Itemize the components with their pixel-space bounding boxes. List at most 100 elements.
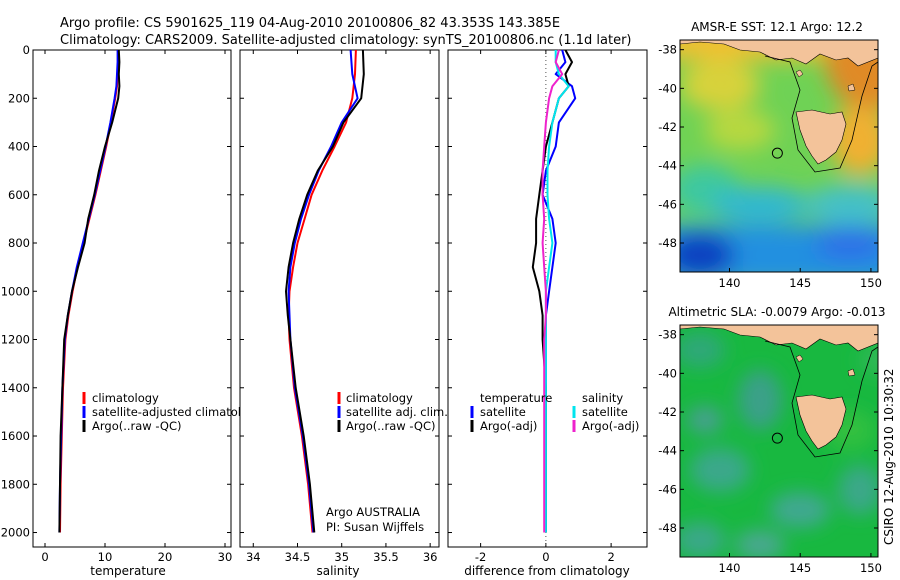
temperature-series-group — [58, 49, 121, 533]
temperature-plot-frame — [32, 49, 232, 548]
legend-label-sal-argo: Argo(-adj) — [582, 419, 639, 433]
sst-lat-axis: -38 -40 -42 -44 -46 -48 — [658, 43, 878, 250]
lat-tick-label: -44 — [658, 444, 677, 458]
lat-tick-label: -38 — [658, 328, 677, 342]
x-tick-label: 0 — [542, 550, 549, 564]
sla-map-title: Altimetric SLA: -0.0079 Argo: -0.013 — [668, 305, 885, 319]
sla-lon-axis: 140 145 150 — [719, 553, 882, 575]
x-tick-label: 36 — [423, 550, 438, 564]
lat-tick-label: -44 — [658, 159, 677, 173]
temperature-profile-panel: 0 200 400 600 800 1000 1200 1400 1600 1800 2000 0 1… — [1, 43, 263, 578]
sla-heatmap-field — [680, 325, 878, 557]
sst-flinders-island — [847, 83, 856, 92]
sst-shelf-contour — [764, 55, 878, 173]
sla-map-frame — [679, 324, 879, 558]
sla-shelf-contour — [764, 340, 878, 458]
annotation-pi-name: PI: Susan Wijffels — [326, 520, 424, 534]
y-tick-label: 200 — [8, 91, 30, 105]
lon-tick-label: 150 — [860, 276, 882, 290]
legend-group-title-salinity: salinity — [582, 391, 623, 405]
sla-king-island — [795, 354, 804, 363]
sst-heatmap-field — [680, 40, 878, 272]
sla-map-panel: Altimetric SLA: -0.0079 Argo: -0.013 — [658, 305, 885, 575]
series-line-argo-raw-qc — [285, 49, 365, 533]
annotation-argo-australia: Argo AUSTRALIA — [326, 505, 420, 519]
sla-lat-axis: -38 -40 -42 -44 -46 -48 — [658, 328, 878, 535]
y-tick-label: 1600 — [1, 429, 30, 443]
lon-tick-label: 150 — [860, 561, 882, 575]
lat-tick-label: -40 — [658, 81, 677, 95]
figure-title-line2: Climatology: CARS2009. Satellite-adjuste… — [60, 33, 632, 48]
salinity-profile-panel: 34 34.5 35 35.5 36 salinity climatology sate… — [239, 49, 448, 578]
sla-flinders-island — [847, 368, 856, 377]
legend-label-climatology: climatology — [92, 391, 159, 405]
difference-legend: temperature satellite Argo(-adj) salinit… — [470, 391, 639, 433]
y-tick-label: 0 — [23, 43, 30, 57]
sla-mainland-shape — [680, 325, 878, 352]
x-tick-label: 35 — [334, 550, 349, 564]
y-tick-label: 1000 — [1, 284, 30, 298]
y-tick-label: 2000 — [1, 526, 30, 540]
salinity-x-axis-label: salinity — [316, 564, 359, 578]
x-tick-label: 10 — [98, 550, 113, 564]
sst-argo-position-marker — [771, 147, 783, 159]
sst-tasmania-shape — [795, 109, 847, 165]
csiro-timestamp-label: CSIRO 12-Aug-2010 10:30:32 — [882, 369, 896, 545]
legend-label-satellite-adj: satellite adj. clim. — [346, 405, 448, 419]
x-tick-label: 34.5 — [285, 550, 311, 564]
temperature-legend: climatology satellite-adjusted climatolo… — [82, 391, 262, 433]
salinity-series-group — [285, 49, 365, 533]
lon-tick-label: 145 — [789, 276, 811, 290]
legend-label-temp-argo: Argo(-adj) — [480, 419, 537, 433]
salinity-y-axis — [240, 49, 439, 534]
y-tick-label: 600 — [8, 188, 30, 202]
sla-argo-position-marker — [771, 432, 783, 444]
y-tick-label: 800 — [8, 236, 30, 250]
sst-map-frame — [679, 39, 879, 273]
x-tick-label: 30 — [218, 550, 233, 564]
sst-map-panel: AMSR-E SST: 12.1 Argo: 12.2 — [658, 20, 882, 290]
legend-label-sal-satellite: satellite — [582, 405, 628, 419]
lon-tick-label: 145 — [789, 561, 811, 575]
x-tick-label: 2 — [607, 550, 614, 564]
legend-label-climatology: climatology — [346, 391, 413, 405]
series-line-salinity-argo-adj — [541, 49, 564, 533]
lat-tick-label: -46 — [658, 197, 677, 211]
legend-label-satellite-adjusted: satellite-adjusted climatology — [92, 405, 262, 419]
temperature-x-axis: 0 10 20 30 — [41, 50, 232, 564]
x-tick-label: 35.5 — [373, 550, 399, 564]
y-tick-label: 1200 — [1, 333, 30, 347]
salinity-x-axis: 34 34.5 35 35.5 36 — [246, 50, 438, 564]
figure-title-line1: Argo profile: CS 5901625_119 04-Aug-2010… — [60, 16, 560, 31]
lat-tick-label: -46 — [658, 482, 677, 496]
lat-tick-label: -42 — [658, 405, 677, 419]
legend-label-temp-satellite: satellite — [480, 405, 526, 419]
x-tick-label: 20 — [158, 550, 173, 564]
y-tick-label: 400 — [8, 140, 30, 154]
difference-x-axis: -2 0 2 — [475, 50, 615, 564]
sst-lon-axis: 140 145 150 — [719, 268, 882, 290]
x-tick-label: -2 — [475, 550, 486, 564]
sla-tasmania-shape — [795, 394, 847, 450]
legend-label-argo: Argo(..raw -QC) — [346, 419, 436, 433]
lon-tick-label: 140 — [719, 276, 741, 290]
series-line-argo-raw-qc — [58, 49, 121, 533]
temperature-x-axis-label: temperature — [90, 564, 165, 578]
sst-mainland-shape — [680, 40, 878, 67]
lat-tick-label: -42 — [658, 120, 677, 134]
sst-map-title: AMSR-E SST: 12.1 Argo: 12.2 — [691, 20, 863, 34]
x-tick-label: 34 — [246, 550, 261, 564]
x-tick-label: 0 — [41, 550, 48, 564]
y-tick-label: 1800 — [1, 477, 30, 491]
salinity-plot-frame — [239, 49, 440, 548]
legend-label-argo: Argo(..raw -QC) — [92, 419, 182, 433]
sst-king-island — [795, 69, 804, 78]
lat-tick-label: -38 — [658, 43, 677, 57]
difference-x-axis-label: difference from climatology — [464, 564, 630, 578]
temperature-y-axis: 0 200 400 600 800 1000 1200 1400 1600 1800 2000 — [1, 43, 231, 540]
difference-series-group — [531, 49, 577, 533]
lat-tick-label: -48 — [658, 521, 677, 535]
y-tick-label: 1400 — [1, 381, 30, 395]
legend-group-title-temperature: temperature — [480, 391, 552, 405]
